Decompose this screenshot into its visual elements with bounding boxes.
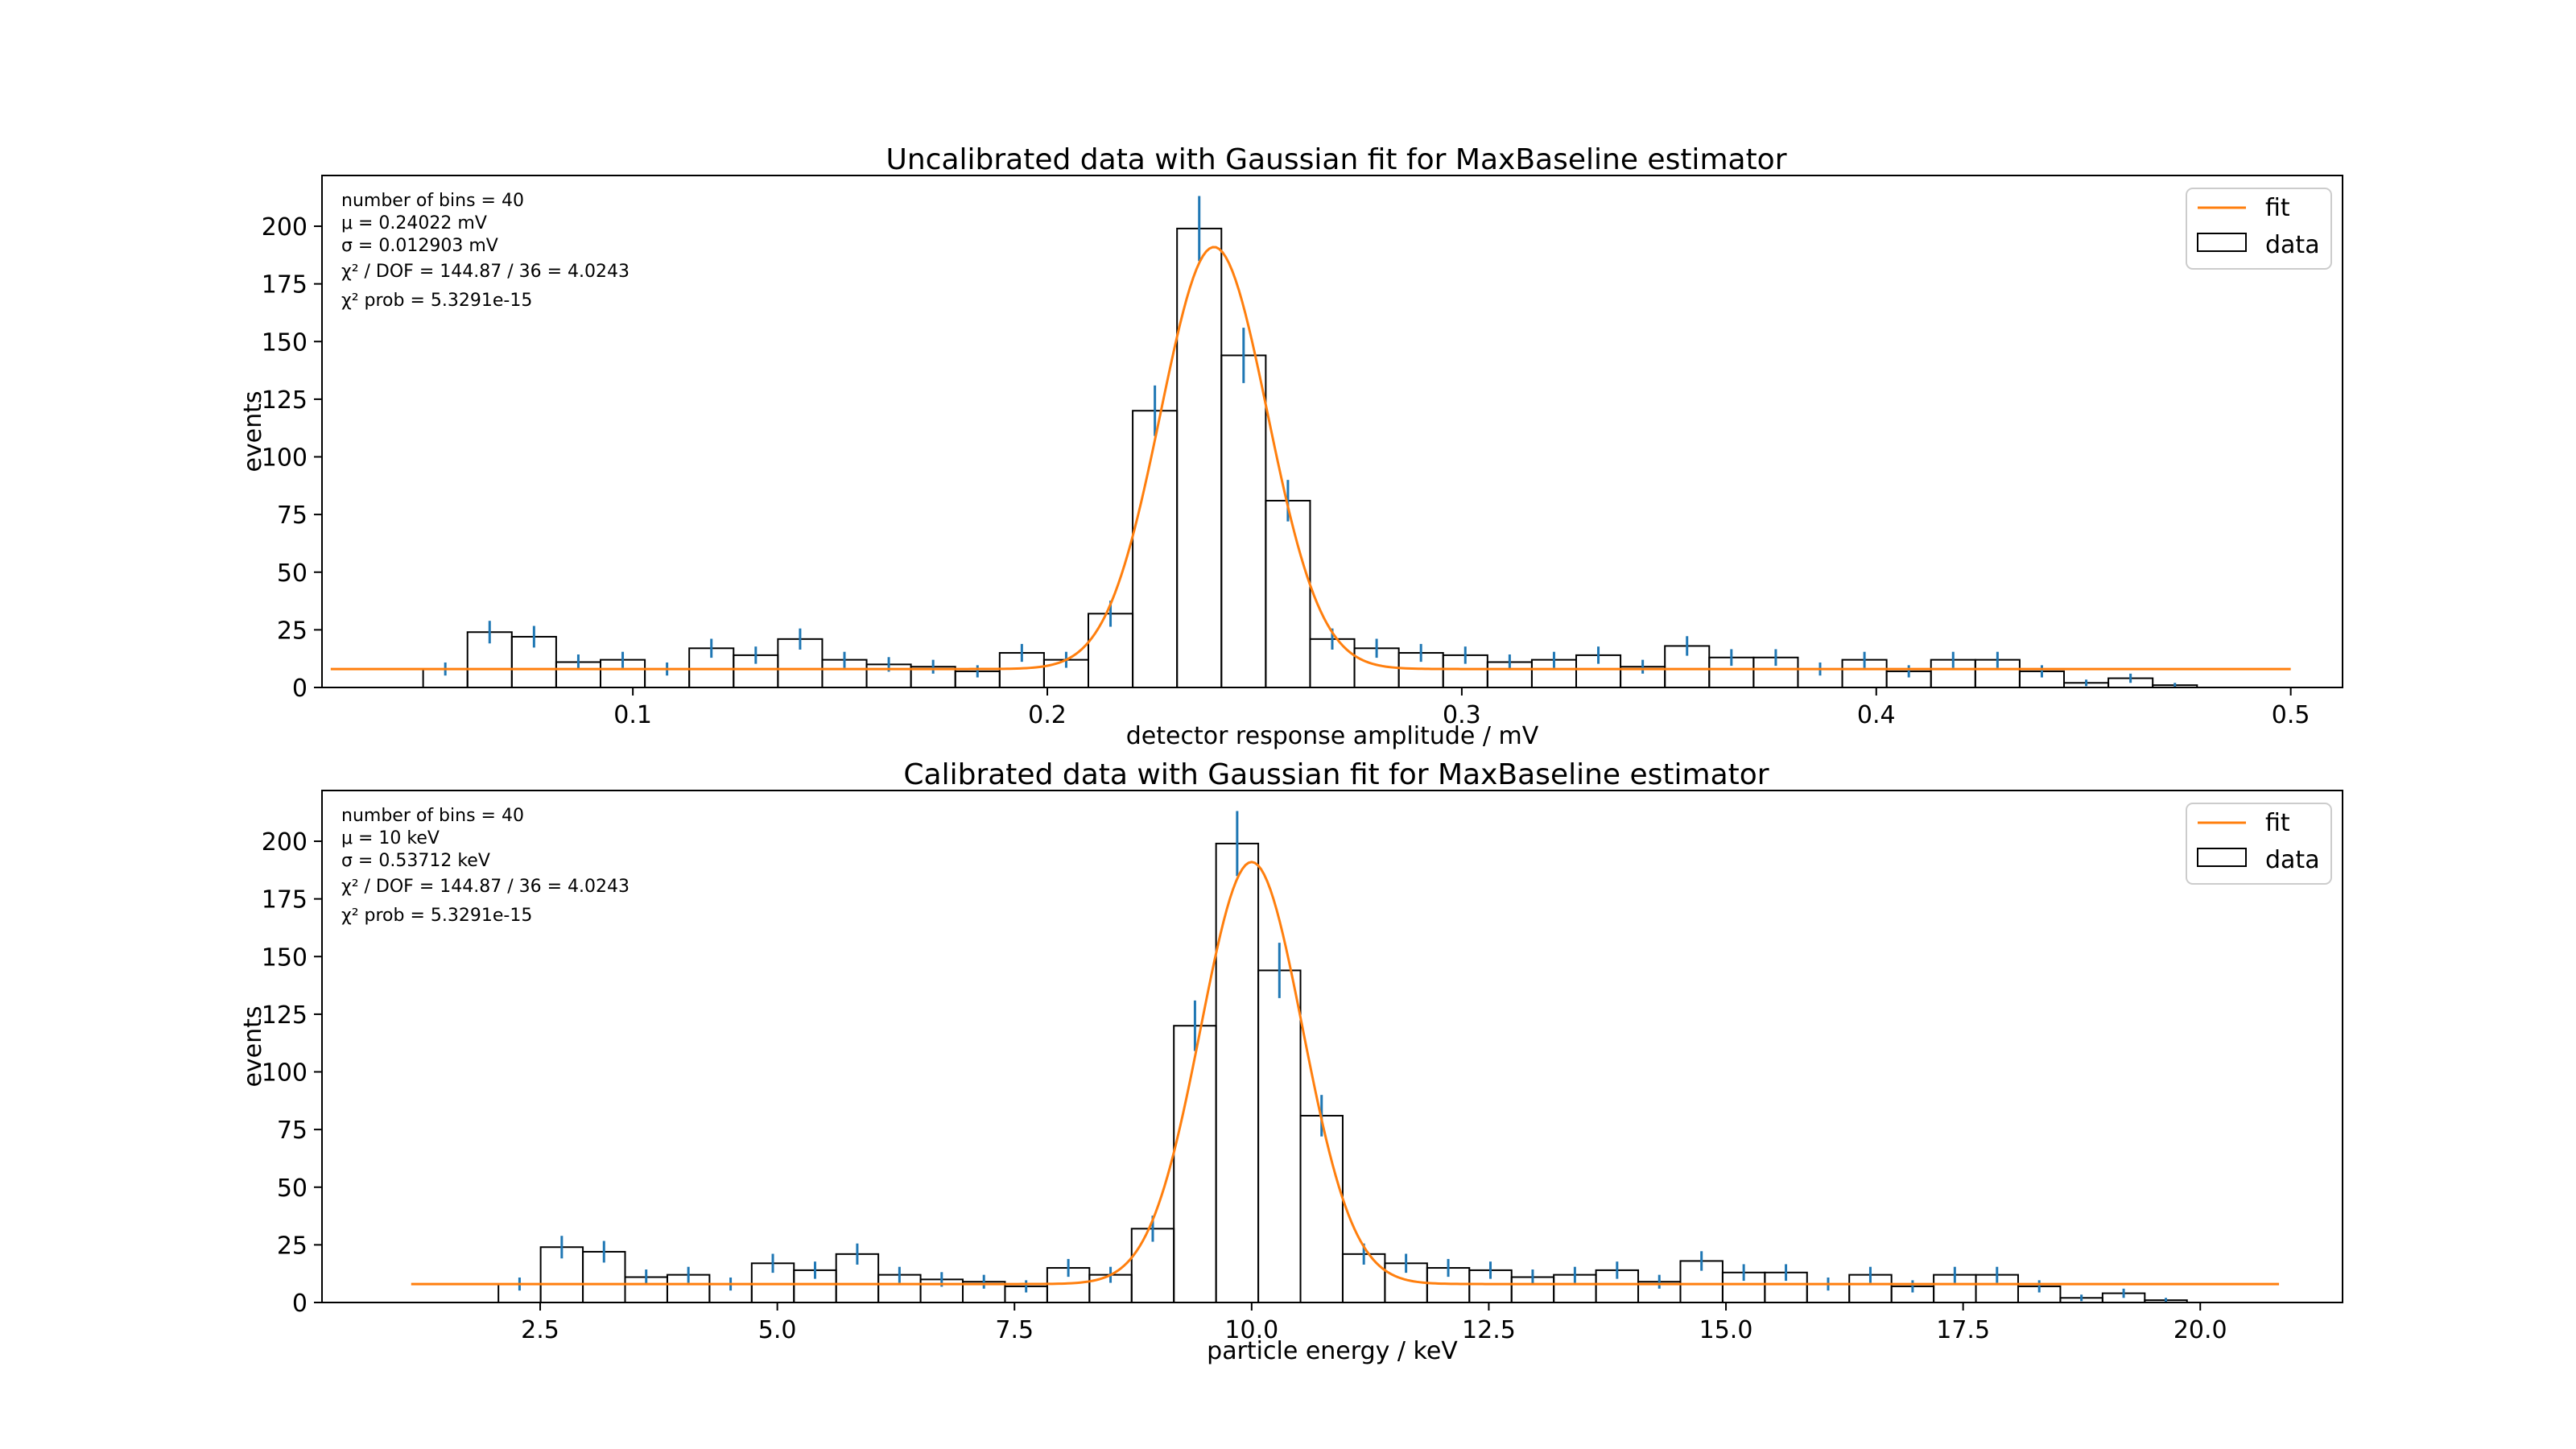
plot-area [411,811,2280,1304]
y-axis-label: events [239,1005,267,1087]
panel-title: Uncalibrated data with Gaussian fit for … [886,143,1786,176]
x-axis-label: particle energy / keV [1207,1337,1458,1365]
y-tick-label: 100 [262,444,308,473]
fit-curve [411,861,2280,1286]
fit-curve [330,246,2291,671]
x-tick-label: 7.5 [995,1316,1034,1344]
stats-line-bins: number of bins = 40 [341,806,524,826]
y-axis: 0 25 50 75 100 125 150 175 200 [262,213,322,703]
x-tick-label: 0.1 [613,701,652,729]
legend-fit-label: fit [2265,194,2290,222]
panel-title: Calibrated data with Gaussian fit for Ma… [903,758,1769,791]
x-tick-label: 12.5 [1462,1316,1516,1344]
y-tick-label: 125 [262,386,308,415]
x-tick-label: 0.4 [1857,701,1896,729]
y-axis-label: events [239,390,267,472]
legend-data-swatch [2197,233,2247,252]
legend: fit data [2186,803,2332,885]
y-tick-label: 50 [277,1174,308,1203]
y-tick-label: 75 [277,1117,308,1145]
calibrated-panel: Calibrated data with Gaussian fit for Ma… [239,758,2343,1365]
legend-data-swatch [2197,848,2247,867]
stats-line-sigma: σ = 0.012903 mV [341,236,498,256]
y-tick-label: 75 [277,502,308,530]
y-tick-label: 200 [262,213,308,242]
x-tick-label: 0.3 [1443,701,1481,729]
stats-line-chi2-dof: χ² / DOF = 144.87 / 36 = 4.0243 [341,877,630,897]
y-tick-label: 200 [262,828,308,857]
y-tick-label: 50 [277,559,308,588]
stats-line-chi2-prob: χ² prob = 5.3291e-15 [341,906,532,926]
y-tick-label: 175 [262,886,308,914]
legend-fit-label: fit [2265,809,2290,837]
y-tick-label: 125 [262,1001,308,1030]
legend-data-label: data [2265,231,2320,259]
stats-line-bins: number of bins = 40 [341,191,524,211]
stats-box: number of bins = 40 μ = 0.24022 mV σ = 0… [341,191,630,311]
axes-frame [321,175,2343,688]
x-axis: 2.5 5.0 7.5 10.0 12.5 15.0 17.5 20.0 [521,1302,2227,1344]
y-tick-label: 175 [262,271,308,299]
y-tick-label: 25 [277,617,308,645]
x-tick-label: 20.0 [2174,1316,2227,1344]
x-tick-label: 17.5 [1936,1316,1990,1344]
stats-box: number of bins = 40 μ = 10 keV σ = 0.537… [341,806,630,926]
axes-frame [321,790,2343,1303]
y-axis: 0 25 50 75 100 125 150 175 200 [262,828,322,1318]
y-tick-label: 150 [262,328,308,357]
x-tick-label: 0.5 [2272,701,2310,729]
x-tick-label: 2.5 [521,1316,559,1344]
y-tick-label: 25 [277,1232,308,1260]
y-tick-label: 100 [262,1059,308,1088]
stats-line-chi2-dof: χ² / DOF = 144.87 / 36 = 4.0243 [341,262,630,282]
x-tick-label: 5.0 [758,1316,797,1344]
legend-data-label: data [2265,846,2320,874]
stats-line-mu: μ = 0.24022 mV [341,213,487,233]
uncalibrated-panel: Uncalibrated data with Gaussian fit for … [239,143,2343,750]
y-tick-label: 0 [292,1290,308,1318]
legend: fit data [2186,188,2332,270]
stats-line-chi2-prob: χ² prob = 5.3291e-15 [341,291,532,311]
x-tick-label: 0.2 [1028,701,1067,729]
x-axis-label: detector response amplitude / mV [1126,722,1539,750]
stats-line-sigma: σ = 0.53712 keV [341,851,490,871]
y-tick-label: 0 [292,675,308,703]
x-tick-label: 15.0 [1699,1316,1753,1344]
x-tick-label: 10.0 [1224,1316,1278,1344]
stats-line-mu: μ = 10 keV [341,828,440,848]
y-tick-label: 150 [262,943,308,972]
x-axis: 0.1 0.2 0.3 0.4 0.5 [613,687,2310,729]
